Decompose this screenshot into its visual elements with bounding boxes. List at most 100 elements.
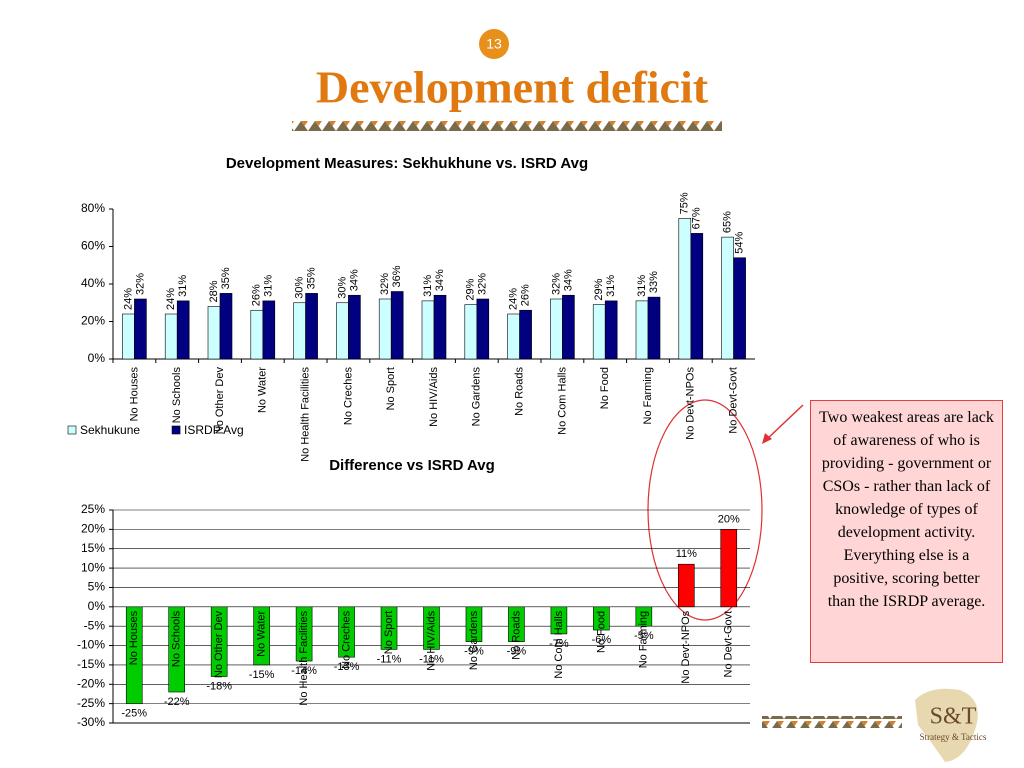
y-tick-label: 5% — [88, 580, 106, 594]
bar — [604, 300, 618, 360]
x-tick-label: No HIV/Aids — [425, 610, 437, 670]
data-label: 26% — [520, 284, 532, 306]
bar — [593, 606, 610, 631]
legend-swatch — [67, 425, 77, 435]
slide-title: Development deficit — [316, 62, 709, 113]
x-tick-label: No Com Halls — [553, 610, 565, 678]
y-tick-label: 10% — [81, 560, 105, 574]
logo-shape — [915, 688, 978, 762]
x-tick-label: No Sport — [383, 611, 395, 654]
bar — [305, 293, 318, 360]
y-tick-label: -30% — [77, 715, 105, 729]
x-tick-label: No Sport — [385, 367, 397, 410]
y-tick-label: 20% — [81, 314, 105, 328]
bar — [562, 294, 575, 360]
bar — [433, 294, 447, 360]
y-tick-label: 15% — [81, 541, 105, 555]
data-label: -25% — [121, 708, 147, 720]
data-label: 11% — [676, 548, 697, 560]
y-tick-label: -15% — [77, 657, 105, 671]
bar — [647, 296, 661, 360]
data-label: -15% — [249, 669, 275, 681]
data-label: 54% — [734, 232, 746, 254]
bar — [122, 313, 135, 360]
data-label: 30% — [294, 277, 306, 299]
y-tick-label: 40% — [81, 276, 105, 290]
data-label: 34% — [434, 269, 446, 291]
data-label: 31% — [636, 275, 648, 297]
page-badge — [479, 29, 509, 59]
decoration — [762, 716, 902, 728]
bar — [348, 294, 361, 360]
page-number: 13 — [486, 36, 502, 52]
data-label: 31% — [422, 275, 434, 297]
data-label: 32% — [134, 273, 146, 295]
data-label: 33% — [648, 271, 660, 293]
x-tick-label: No Food — [595, 611, 607, 653]
y-tick-label: -10% — [77, 638, 105, 652]
bar — [507, 313, 520, 360]
bar — [476, 298, 490, 360]
bar — [168, 606, 185, 693]
x-tick-label: No HIV/Aids — [428, 367, 440, 427]
data-label: 35% — [220, 267, 232, 289]
data-label: -7% — [549, 638, 569, 650]
y-tick-label: 0% — [88, 599, 106, 613]
bar — [207, 306, 221, 360]
data-label: 35% — [306, 267, 318, 289]
decoration — [292, 121, 722, 133]
legend-label: Sekhukune — [80, 423, 140, 437]
legend-swatch — [171, 425, 181, 435]
bar — [164, 313, 178, 360]
x-tick-label: No Schools — [171, 610, 183, 667]
bar — [421, 300, 435, 360]
bar — [677, 563, 695, 608]
x-tick-label: No Roads — [514, 367, 526, 416]
data-label: -11% — [419, 653, 444, 665]
logo-tagline: Strategy & Tactics — [920, 732, 987, 742]
x-tick-label: No Water — [256, 610, 268, 656]
x-tick-label: No Schools — [171, 367, 183, 424]
data-label: 20% — [718, 513, 740, 525]
bar — [134, 298, 147, 360]
data-label: 65% — [722, 211, 734, 233]
y-tick-label: 60% — [81, 239, 105, 253]
data-label: -18% — [206, 680, 232, 692]
bar — [550, 606, 568, 635]
arrow-head — [762, 433, 772, 444]
data-label: 29% — [465, 278, 477, 300]
bar — [293, 302, 306, 360]
data-label: 28% — [208, 280, 220, 302]
data-label: -6% — [592, 634, 612, 646]
data-label: 67% — [691, 207, 703, 229]
y-tick-label: 0% — [88, 351, 106, 365]
bar — [176, 300, 190, 360]
data-label: 26% — [251, 284, 263, 306]
data-label: -13% — [334, 661, 360, 673]
x-tick-label: No Farming — [638, 611, 650, 668]
x-tick-label: No Creches — [340, 610, 352, 669]
data-label: 30% — [336, 277, 348, 299]
bar — [635, 300, 649, 360]
data-label: -9% — [464, 646, 484, 658]
data-label: 31% — [605, 275, 617, 297]
data-label: 34% — [348, 269, 360, 291]
x-tick-label: No Gardens — [468, 610, 480, 670]
y-tick-label: 80% — [81, 201, 105, 215]
note-box: Two weakest areas are lack of awareness … — [810, 400, 1003, 663]
x-tick-label: No Devt-Govt — [728, 367, 740, 434]
bar — [210, 606, 228, 677]
x-tick-label: No Houses — [128, 610, 140, 665]
bar — [219, 293, 233, 360]
x-tick-label: No Devt-NPOs — [680, 610, 692, 683]
data-label: 24% — [165, 288, 177, 310]
bar — [720, 529, 738, 608]
y-tick-label: -20% — [77, 676, 105, 690]
bar — [464, 304, 478, 360]
data-label: -11% — [377, 653, 402, 665]
x-tick-label: No Gardens — [471, 367, 483, 427]
bar — [733, 257, 746, 360]
bar — [338, 606, 355, 658]
